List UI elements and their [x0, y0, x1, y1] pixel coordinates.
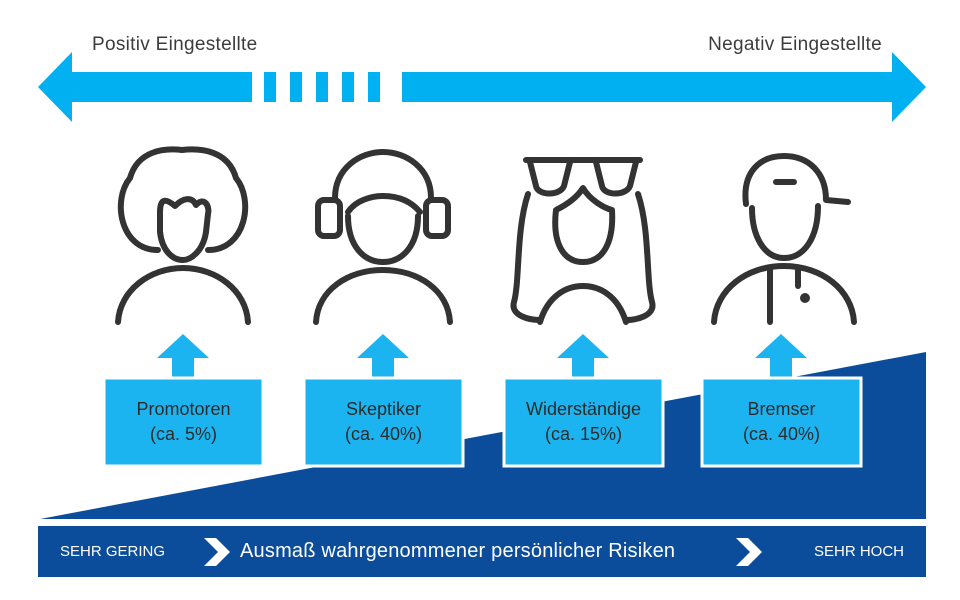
- box-bremser: [700, 376, 863, 468]
- group-share: (ca. 5%): [149, 424, 218, 444]
- cap-person-icon: [711, 153, 857, 325]
- arrow-dash-3: [316, 72, 328, 102]
- risk-low-label: SEHR GERING: [60, 543, 166, 560]
- arrow-dash-2: [290, 72, 302, 102]
- arrow-dash-1: [264, 72, 276, 102]
- box-widerstaendige: [502, 376, 665, 468]
- up-arrow-4: [755, 334, 807, 382]
- arrow-shaft-right: [402, 72, 894, 102]
- risk-title: Ausmaß wahrgenommener persönlicher Risik…: [240, 540, 676, 562]
- up-arrow-2: [357, 334, 409, 382]
- up-arrow-1: [157, 334, 209, 382]
- sunglasses-long-hair-person-icon: [510, 157, 656, 325]
- group-bremser: Bremser (ca. 40%): [704, 380, 859, 464]
- up-arrows: [157, 334, 807, 382]
- chevron-left-icon: [204, 538, 230, 566]
- risk-bar: SEHR GERING Ausmaß wahrgenommener persön…: [38, 526, 926, 577]
- group-name: Bremser: [747, 399, 816, 419]
- chevron-right-icon: [736, 538, 762, 566]
- risk-bar-bg: [38, 526, 926, 577]
- group-name: Promotoren: [136, 399, 231, 419]
- button-dot-icon: [800, 293, 810, 303]
- group-share: (ca. 40%): [344, 424, 423, 444]
- positive-label: Positiv Eingestellte: [92, 34, 258, 55]
- box-promotoren: [102, 376, 265, 468]
- right-arrow-head: [892, 52, 926, 122]
- arrow-shaft-left: [70, 72, 252, 102]
- group-name: Skeptiker: [345, 399, 422, 419]
- curly-hair-person-icon: [115, 146, 251, 325]
- left-arrow-head: [38, 52, 72, 122]
- attitude-double-arrow: [38, 52, 926, 122]
- group-share: (ca. 15%): [544, 424, 623, 444]
- group-name: Widerständige: [525, 399, 642, 419]
- group-promotoren: Promotoren (ca. 5%): [106, 380, 261, 464]
- arrow-dash-5: [368, 72, 380, 102]
- group-share: (ca. 40%): [742, 424, 821, 444]
- headphones-person-icon: [313, 149, 453, 325]
- group-skeptiker: Skeptiker (ca. 40%): [306, 380, 461, 464]
- group-widerstaendige: Widerständige (ca. 15%): [506, 380, 661, 464]
- negative-label: Negativ Eingestellte: [708, 34, 882, 55]
- box-skeptiker: [302, 376, 465, 468]
- group-boxes: [102, 376, 863, 468]
- arrow-dash-4: [342, 72, 354, 102]
- up-arrow-3: [557, 334, 609, 382]
- risk-high-label: SEHR HOCH: [813, 543, 904, 560]
